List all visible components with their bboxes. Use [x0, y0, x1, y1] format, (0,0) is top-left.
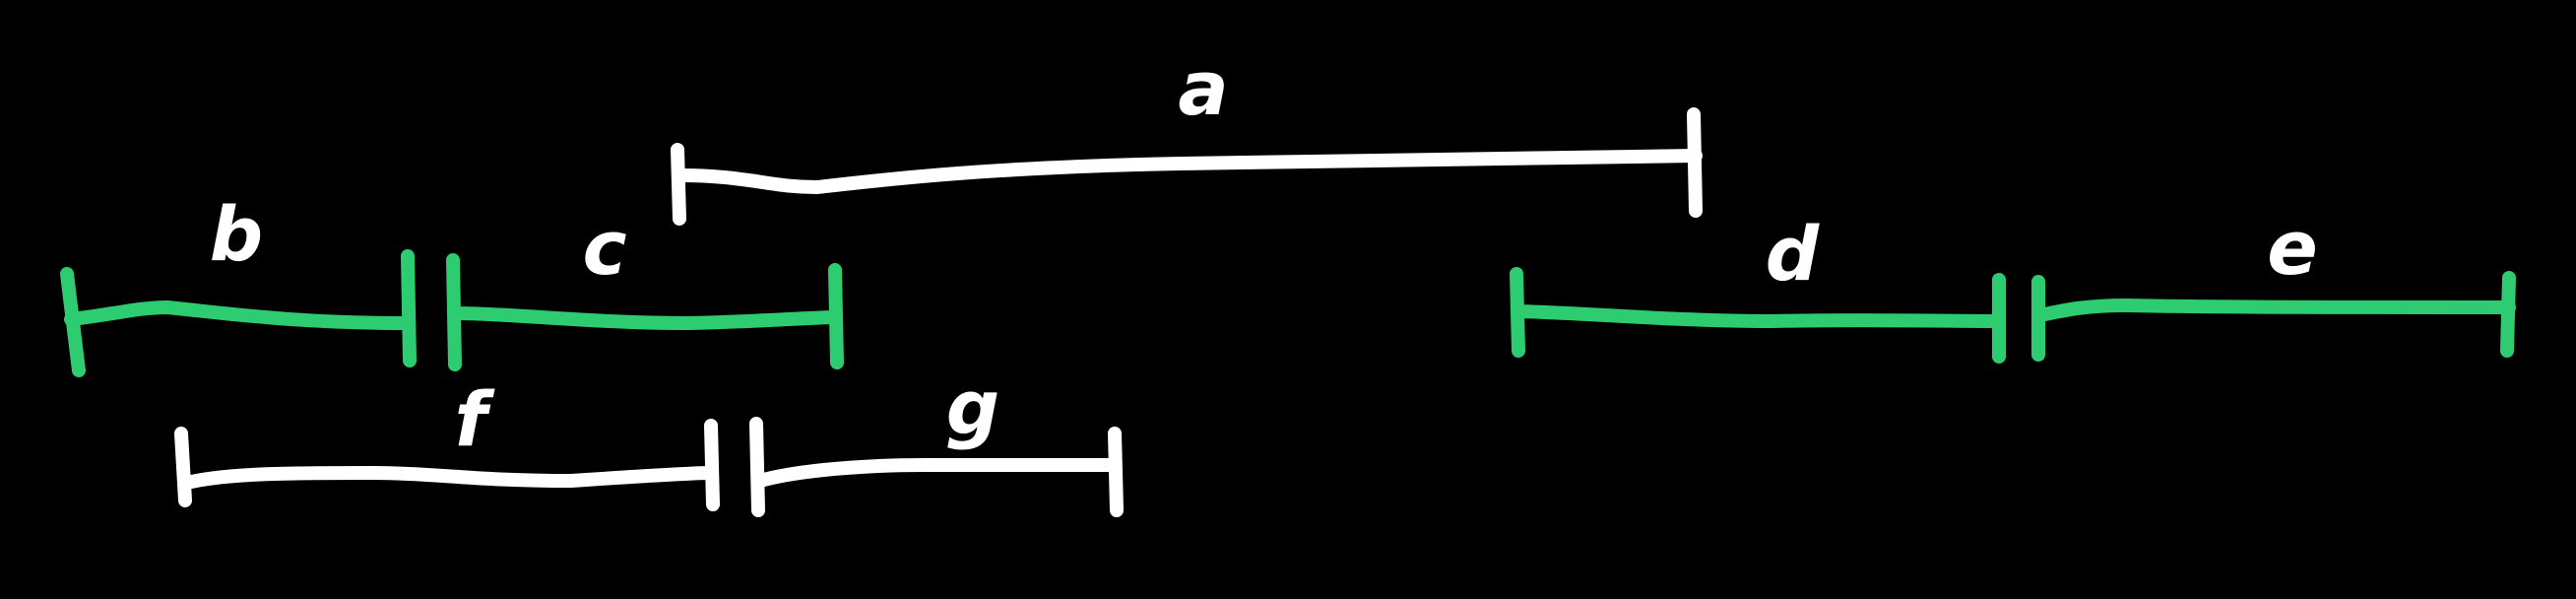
segment-a-start-tick [677, 150, 679, 219]
segment-c-start-tick [453, 260, 455, 365]
segment-f: f [181, 375, 713, 504]
segment-g-line [760, 465, 1115, 481]
segment-f-end-tick [711, 426, 713, 504]
segment-f-start-tick [181, 433, 185, 500]
segment-d-start-tick [1516, 274, 1518, 351]
segment-a: a [677, 44, 1696, 219]
segment-g-end-tick [1115, 433, 1117, 510]
segment-b-line [71, 307, 406, 323]
segment-d-line [1518, 311, 1999, 321]
segment-c-line [455, 313, 835, 323]
segment-d: d [1516, 210, 1999, 357]
segment-c: c [453, 204, 837, 365]
segment-b-end-tick [408, 256, 410, 361]
segment-d-label: d [1766, 210, 1821, 298]
segment-f-label: f [454, 375, 495, 463]
segment-b-label: b [210, 190, 263, 278]
segment-e-label: e [2267, 204, 2318, 292]
segment-a-label: a [1178, 44, 1228, 132]
segment-g-label: g [946, 364, 999, 451]
segment-b: b [67, 190, 410, 370]
segment-e-line [2040, 305, 2509, 315]
segment-c-label: c [582, 204, 626, 292]
segment-f-line [187, 473, 711, 483]
segment-g: g [756, 364, 1117, 510]
segment-c-end-tick [835, 270, 837, 363]
segment-b-start-tick [67, 274, 79, 370]
segment-a-end-tick [1694, 114, 1696, 211]
segment-a-line [679, 156, 1696, 187]
segment-e-end-tick [2507, 278, 2509, 351]
segment-e: e [2038, 204, 2509, 355]
segment-g-start-tick [756, 424, 758, 510]
